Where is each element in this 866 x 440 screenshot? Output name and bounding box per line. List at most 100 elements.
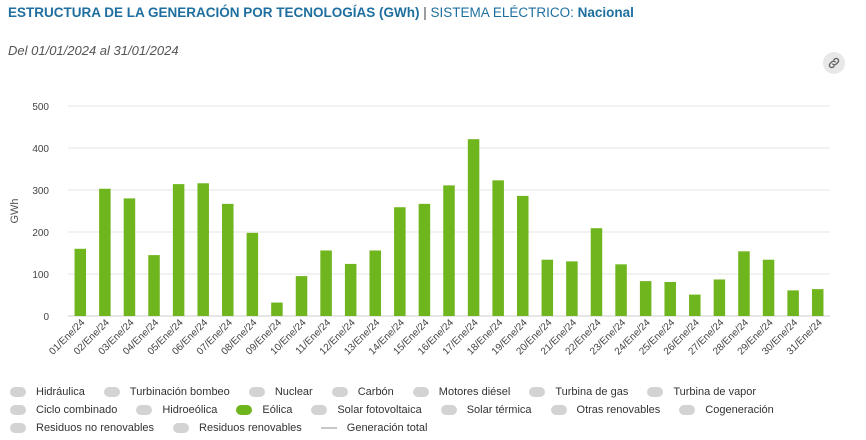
legend-swatch bbox=[440, 405, 457, 415]
bar[interactable] bbox=[467, 139, 480, 316]
legend-item[interactable]: Carbón bbox=[331, 386, 394, 398]
y-tick-label: 500 bbox=[32, 102, 49, 113]
x-axis-ticks: 01/Ene/2402/Ene/2403/Ene/2404/Ene/2405/E… bbox=[47, 317, 825, 357]
bar[interactable] bbox=[222, 203, 234, 316]
bar[interactable] bbox=[271, 302, 283, 316]
legend-label: Turbina de gas bbox=[555, 386, 629, 398]
legend-swatch bbox=[136, 405, 153, 415]
legend-item[interactable]: Turbina de vapor bbox=[647, 386, 756, 398]
legend-item[interactable]: Residuos no renovables bbox=[10, 422, 154, 434]
bar[interactable] bbox=[738, 251, 750, 316]
legend-label: Residuos renovables bbox=[199, 422, 302, 434]
legend-label: Turbina de vapor bbox=[673, 386, 757, 398]
bar[interactable] bbox=[394, 207, 406, 316]
y-tick-label: 200 bbox=[32, 228, 49, 239]
bar[interactable] bbox=[123, 198, 136, 316]
legend-label: Motores diésel bbox=[438, 386, 511, 398]
legend-item[interactable]: Solar térmica bbox=[440, 404, 532, 416]
share-link-button[interactable] bbox=[823, 52, 845, 74]
legend-label: Nuclear bbox=[274, 386, 313, 398]
legend-item[interactable]: Solar fotovoltaica bbox=[311, 404, 422, 416]
legend-item[interactable]: Turbinación bombeo bbox=[103, 386, 230, 398]
legend-item[interactable]: Nuclear bbox=[248, 386, 313, 398]
legend-item[interactable]: Motores diésel bbox=[412, 386, 511, 398]
link-icon bbox=[828, 57, 840, 69]
bar[interactable] bbox=[787, 290, 799, 316]
legend-swatch bbox=[679, 405, 696, 415]
legend-swatch bbox=[647, 387, 664, 397]
bar[interactable] bbox=[418, 203, 431, 316]
bar[interactable] bbox=[762, 259, 775, 316]
bar[interactable] bbox=[664, 281, 676, 316]
bar[interactable] bbox=[541, 259, 554, 316]
legend-label: Residuos no renovables bbox=[36, 422, 155, 434]
legend-item[interactable]: Otras renovables bbox=[550, 404, 661, 416]
legend-label: Ciclo combinado bbox=[36, 404, 118, 416]
bar[interactable] bbox=[148, 255, 160, 316]
legend-item[interactable]: Ciclo combinado bbox=[10, 404, 117, 416]
bar[interactable] bbox=[295, 276, 308, 316]
legend-label: Eólica bbox=[262, 404, 293, 416]
legend-swatch bbox=[412, 387, 429, 397]
legend-swatch bbox=[10, 423, 26, 433]
bar-series bbox=[74, 139, 824, 316]
legend-label: Hidroeólica bbox=[162, 404, 218, 416]
bar[interactable] bbox=[689, 294, 701, 316]
legend-item[interactable]: Hidroeólica bbox=[136, 404, 217, 416]
bar[interactable] bbox=[590, 228, 603, 316]
legend-label: Carbón bbox=[357, 386, 394, 398]
y-axis-label: GWh bbox=[9, 198, 21, 223]
legend-item[interactable]: Cogeneración bbox=[679, 404, 774, 416]
bar[interactable] bbox=[516, 195, 529, 316]
bar[interactable] bbox=[443, 185, 455, 316]
legend-swatch bbox=[10, 405, 26, 415]
legend-swatch bbox=[10, 387, 26, 397]
legend-label: Otras renovables bbox=[576, 404, 661, 416]
bar[interactable] bbox=[246, 232, 259, 316]
legend-item[interactable]: Generación total bbox=[320, 422, 428, 434]
legend-swatch bbox=[248, 387, 265, 397]
legend-item[interactable]: Hidráulica bbox=[10, 386, 85, 398]
bar[interactable] bbox=[197, 183, 209, 316]
legend-swatch bbox=[311, 405, 328, 415]
system-label: SISTEMA ELÉCTRICO: bbox=[430, 5, 574, 20]
chart-header: ESTRUCTURA DE LA GENERACIÓN POR TECNOLOG… bbox=[8, 5, 634, 21]
bar[interactable] bbox=[344, 263, 357, 316]
header-separator: | bbox=[423, 5, 427, 20]
legend-swatch bbox=[550, 405, 567, 415]
legend-swatch bbox=[236, 405, 253, 415]
bar[interactable] bbox=[172, 184, 185, 316]
legend-label: Hidráulica bbox=[36, 386, 85, 398]
bar[interactable] bbox=[99, 188, 111, 316]
bar[interactable] bbox=[811, 289, 824, 316]
legend-label: Solar térmica bbox=[466, 404, 532, 416]
legend-swatch bbox=[173, 423, 190, 433]
bar[interactable] bbox=[615, 264, 627, 316]
legend-item[interactable]: Residuos renovables bbox=[173, 422, 302, 434]
system-value: Nacional bbox=[577, 5, 634, 20]
bar[interactable] bbox=[492, 180, 504, 316]
bar-chart: 0 100 200 300 400 500 GWh 01/Ene/2402/Ene/240… bbox=[9, 102, 830, 357]
legend-swatch bbox=[103, 387, 120, 397]
y-tick-label: 300 bbox=[32, 186, 49, 197]
bar[interactable] bbox=[566, 261, 578, 316]
bar[interactable] bbox=[713, 279, 726, 316]
legend-label: Generación total bbox=[346, 422, 428, 434]
y-tick-label: 400 bbox=[32, 144, 49, 155]
bar[interactable] bbox=[320, 250, 332, 316]
bar[interactable] bbox=[74, 248, 87, 316]
y-axis-ticks: 0 100 200 300 400 500 bbox=[32, 102, 49, 323]
legend-swatch bbox=[320, 427, 337, 429]
legend-label: Turbinación bombeo bbox=[129, 386, 230, 398]
y-tick-label: 0 bbox=[43, 312, 49, 323]
legend-item[interactable]: Eólica bbox=[236, 404, 292, 416]
bar[interactable] bbox=[369, 250, 382, 316]
bar[interactable] bbox=[639, 281, 652, 316]
legend-label: Cogeneración bbox=[705, 404, 774, 416]
chart-title: ESTRUCTURA DE LA GENERACIÓN POR TECNOLOG… bbox=[8, 5, 420, 20]
legend-swatch bbox=[529, 387, 546, 397]
legend-label: Solar fotovoltaica bbox=[337, 404, 422, 416]
legend-item[interactable]: Turbina de gas bbox=[529, 386, 628, 398]
date-range: Del 01/01/2024 al 31/01/2024 bbox=[8, 43, 179, 58]
y-tick-label: 100 bbox=[32, 270, 49, 281]
